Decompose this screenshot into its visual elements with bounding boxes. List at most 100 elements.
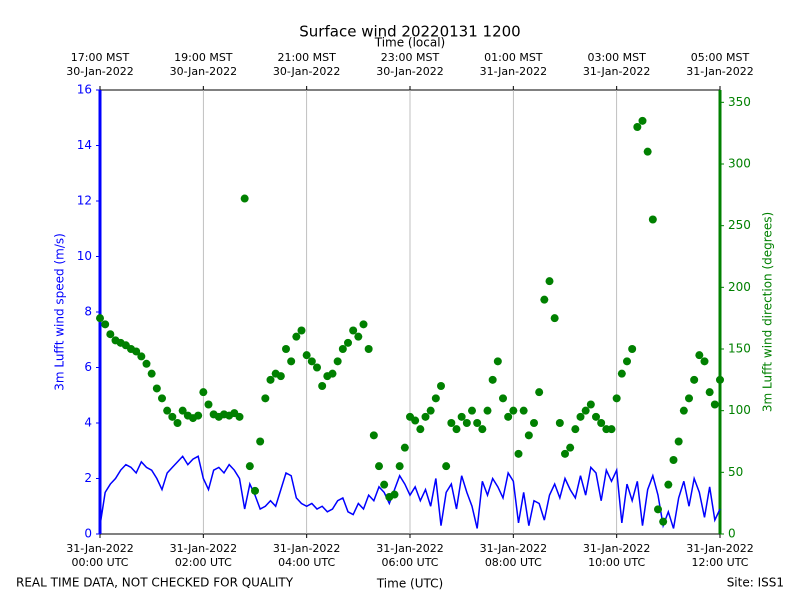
x-tick-label-line: 31-Jan-2022 — [170, 542, 238, 555]
direction-point — [204, 400, 213, 409]
x2-tick-label-line: 30-Jan-2022 — [66, 65, 134, 78]
direction-point — [168, 412, 177, 421]
direction-point — [674, 437, 683, 446]
direction-point — [545, 277, 554, 286]
direction-point — [318, 382, 327, 390]
direction-point — [612, 394, 621, 403]
x-tick-label: 31-Jan-2022 06:00 UTC — [376, 542, 444, 569]
x2-tick-label-line: 30-Jan-2022 — [170, 65, 238, 78]
direction-point — [442, 462, 451, 471]
x-tick-label-line: 02:00 UTC — [175, 556, 232, 569]
y-axis-label: 3m Lufft wind speed (m/s) — [53, 233, 67, 391]
x-tick-label: 31-Jan-2022 00:00 UTC — [66, 542, 134, 569]
direction-point — [245, 462, 254, 471]
direction-point — [607, 425, 616, 434]
direction-point — [561, 449, 569, 458]
direction-point — [690, 375, 699, 384]
direction-point — [710, 400, 719, 409]
direction-point — [380, 480, 389, 489]
direction-point — [452, 425, 461, 434]
x-tick-label-line: 31-Jan-2022 — [376, 542, 444, 555]
x-tick-label: 31-Jan-2022 04:00 UTC — [273, 542, 341, 569]
y-tick-label: 0 — [84, 527, 92, 541]
direction-point — [643, 147, 652, 156]
direction-point — [411, 416, 420, 425]
direction-point — [313, 363, 321, 372]
direction-point — [468, 406, 476, 415]
direction-point — [664, 480, 673, 489]
direction-point — [535, 388, 544, 397]
x-tick-label-line: 08:00 UTC — [485, 556, 542, 569]
x-tick-label: 31-Jan-2022 08:00 UTC — [480, 542, 548, 569]
direction-point — [328, 369, 337, 378]
x2-tick-label: 23:00 MST 30-Jan-2022 — [376, 51, 444, 78]
direction-point — [654, 505, 662, 514]
direction-point — [287, 357, 296, 366]
direction-point — [581, 406, 590, 415]
x-tick-label: 31-Jan-2022 12:00 UTC — [686, 542, 754, 569]
x-tick-label-line: 31-Jan-2022 — [66, 542, 134, 555]
y-tick-label: 14 — [77, 138, 92, 152]
direction-point — [679, 406, 688, 415]
x2-tick-label-line: 19:00 MST — [174, 51, 233, 64]
x-tick-label: 31-Jan-2022 10:00 UTC — [583, 542, 651, 569]
y-tick-label: 4 — [84, 416, 92, 430]
x-tick-label-line: 31-Jan-2022 — [686, 542, 754, 555]
direction-point — [524, 431, 533, 440]
x2-tick-label-line: 30-Jan-2022 — [376, 65, 444, 78]
x-axis-label: Time (UTC) — [376, 577, 443, 591]
direction-point — [266, 375, 275, 384]
y-tick-label: 12 — [77, 194, 92, 208]
x2-tick-label-line: 03:00 MST — [587, 51, 646, 64]
direction-point — [586, 400, 595, 409]
y2-tick-label: 100 — [728, 403, 751, 417]
direction-point — [628, 345, 637, 353]
direction-point — [297, 326, 306, 335]
x2-tick-label-line: 31-Jan-2022 — [686, 65, 754, 78]
x2-tick-label: 19:00 MST 30-Jan-2022 — [170, 51, 238, 78]
x-tick-label-line: 06:00 UTC — [381, 556, 438, 569]
direction-point — [462, 419, 471, 427]
direction-point — [555, 419, 564, 427]
y2-tick-label: 50 — [728, 465, 743, 479]
x2-tick-label: 03:00 MST 31-Jan-2022 — [583, 51, 651, 78]
direction-point — [457, 412, 466, 421]
y2-tick-label: 150 — [728, 342, 751, 356]
direction-point — [504, 412, 513, 421]
direction-point — [695, 351, 704, 360]
y2-tick-label: 300 — [728, 157, 751, 171]
chart-title: Surface wind 20220131 1200 — [299, 23, 520, 41]
direction-point — [514, 449, 523, 458]
direction-point — [282, 345, 290, 353]
direction-point — [364, 345, 373, 353]
direction-point — [359, 320, 368, 329]
direction-point — [142, 359, 151, 368]
direction-point — [431, 394, 440, 403]
direction-point — [240, 194, 249, 203]
direction-point — [592, 412, 600, 421]
direction-point — [173, 419, 182, 427]
direction-point — [199, 388, 208, 397]
direction-point — [158, 394, 166, 403]
x-tick-label-line: 31-Jan-2022 — [273, 542, 341, 555]
direction-point — [617, 369, 626, 378]
direction-point — [483, 406, 492, 415]
x2-tick-label-line: 23:00 MST — [381, 51, 440, 64]
x-tick-label-line: 10:00 UTC — [588, 556, 645, 569]
y-tick-label: 6 — [84, 360, 92, 374]
direction-point — [349, 326, 358, 335]
direction-point — [338, 345, 347, 353]
x2-axis-label: Time (local) — [374, 36, 446, 50]
direction-point — [261, 394, 270, 403]
direction-point — [716, 375, 724, 384]
x2-tick-label-line: 21:00 MST — [277, 51, 336, 64]
x2-tick-label: 05:00 MST 31-Jan-2022 — [686, 51, 754, 78]
direction-point — [106, 330, 115, 339]
direction-point — [576, 412, 585, 421]
direction-point — [256, 437, 265, 446]
x2-tick-label-line: 30-Jan-2022 — [273, 65, 341, 78]
direction-point — [597, 419, 606, 427]
direction-point — [685, 394, 693, 403]
x2-tick-label-line: 17:00 MST — [71, 51, 130, 64]
